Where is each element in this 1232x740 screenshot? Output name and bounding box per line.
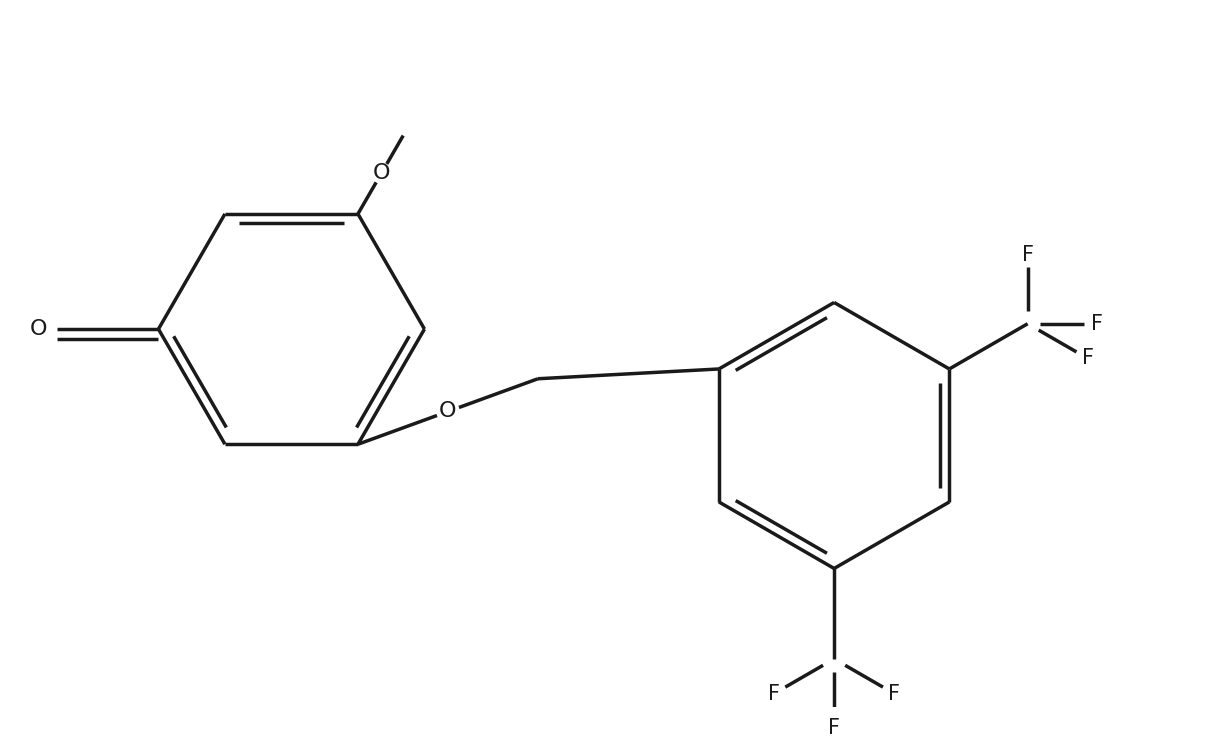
Text: O: O: [373, 163, 391, 183]
Text: O: O: [30, 319, 47, 339]
Text: F: F: [888, 684, 901, 704]
Text: F: F: [769, 684, 780, 704]
Text: F: F: [828, 718, 840, 738]
Text: O: O: [439, 402, 457, 422]
Text: F: F: [1021, 245, 1034, 265]
Text: F: F: [1082, 349, 1094, 369]
Text: F: F: [1090, 314, 1103, 334]
